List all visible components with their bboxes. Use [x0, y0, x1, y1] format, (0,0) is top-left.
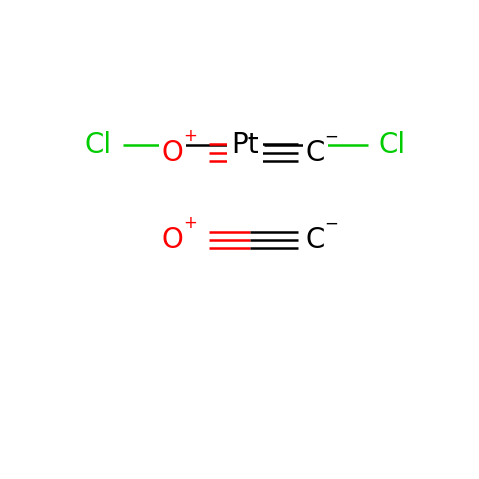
Text: C: C [306, 139, 325, 167]
Text: −: − [324, 127, 338, 145]
Text: Pt: Pt [231, 131, 259, 159]
Text: +: + [183, 127, 197, 145]
Text: −: − [324, 214, 338, 232]
Text: O: O [162, 139, 183, 167]
Text: Cl: Cl [84, 131, 112, 159]
Text: C: C [306, 226, 325, 254]
Text: O: O [162, 226, 183, 254]
Text: +: + [183, 214, 197, 232]
Text: Cl: Cl [378, 131, 406, 159]
